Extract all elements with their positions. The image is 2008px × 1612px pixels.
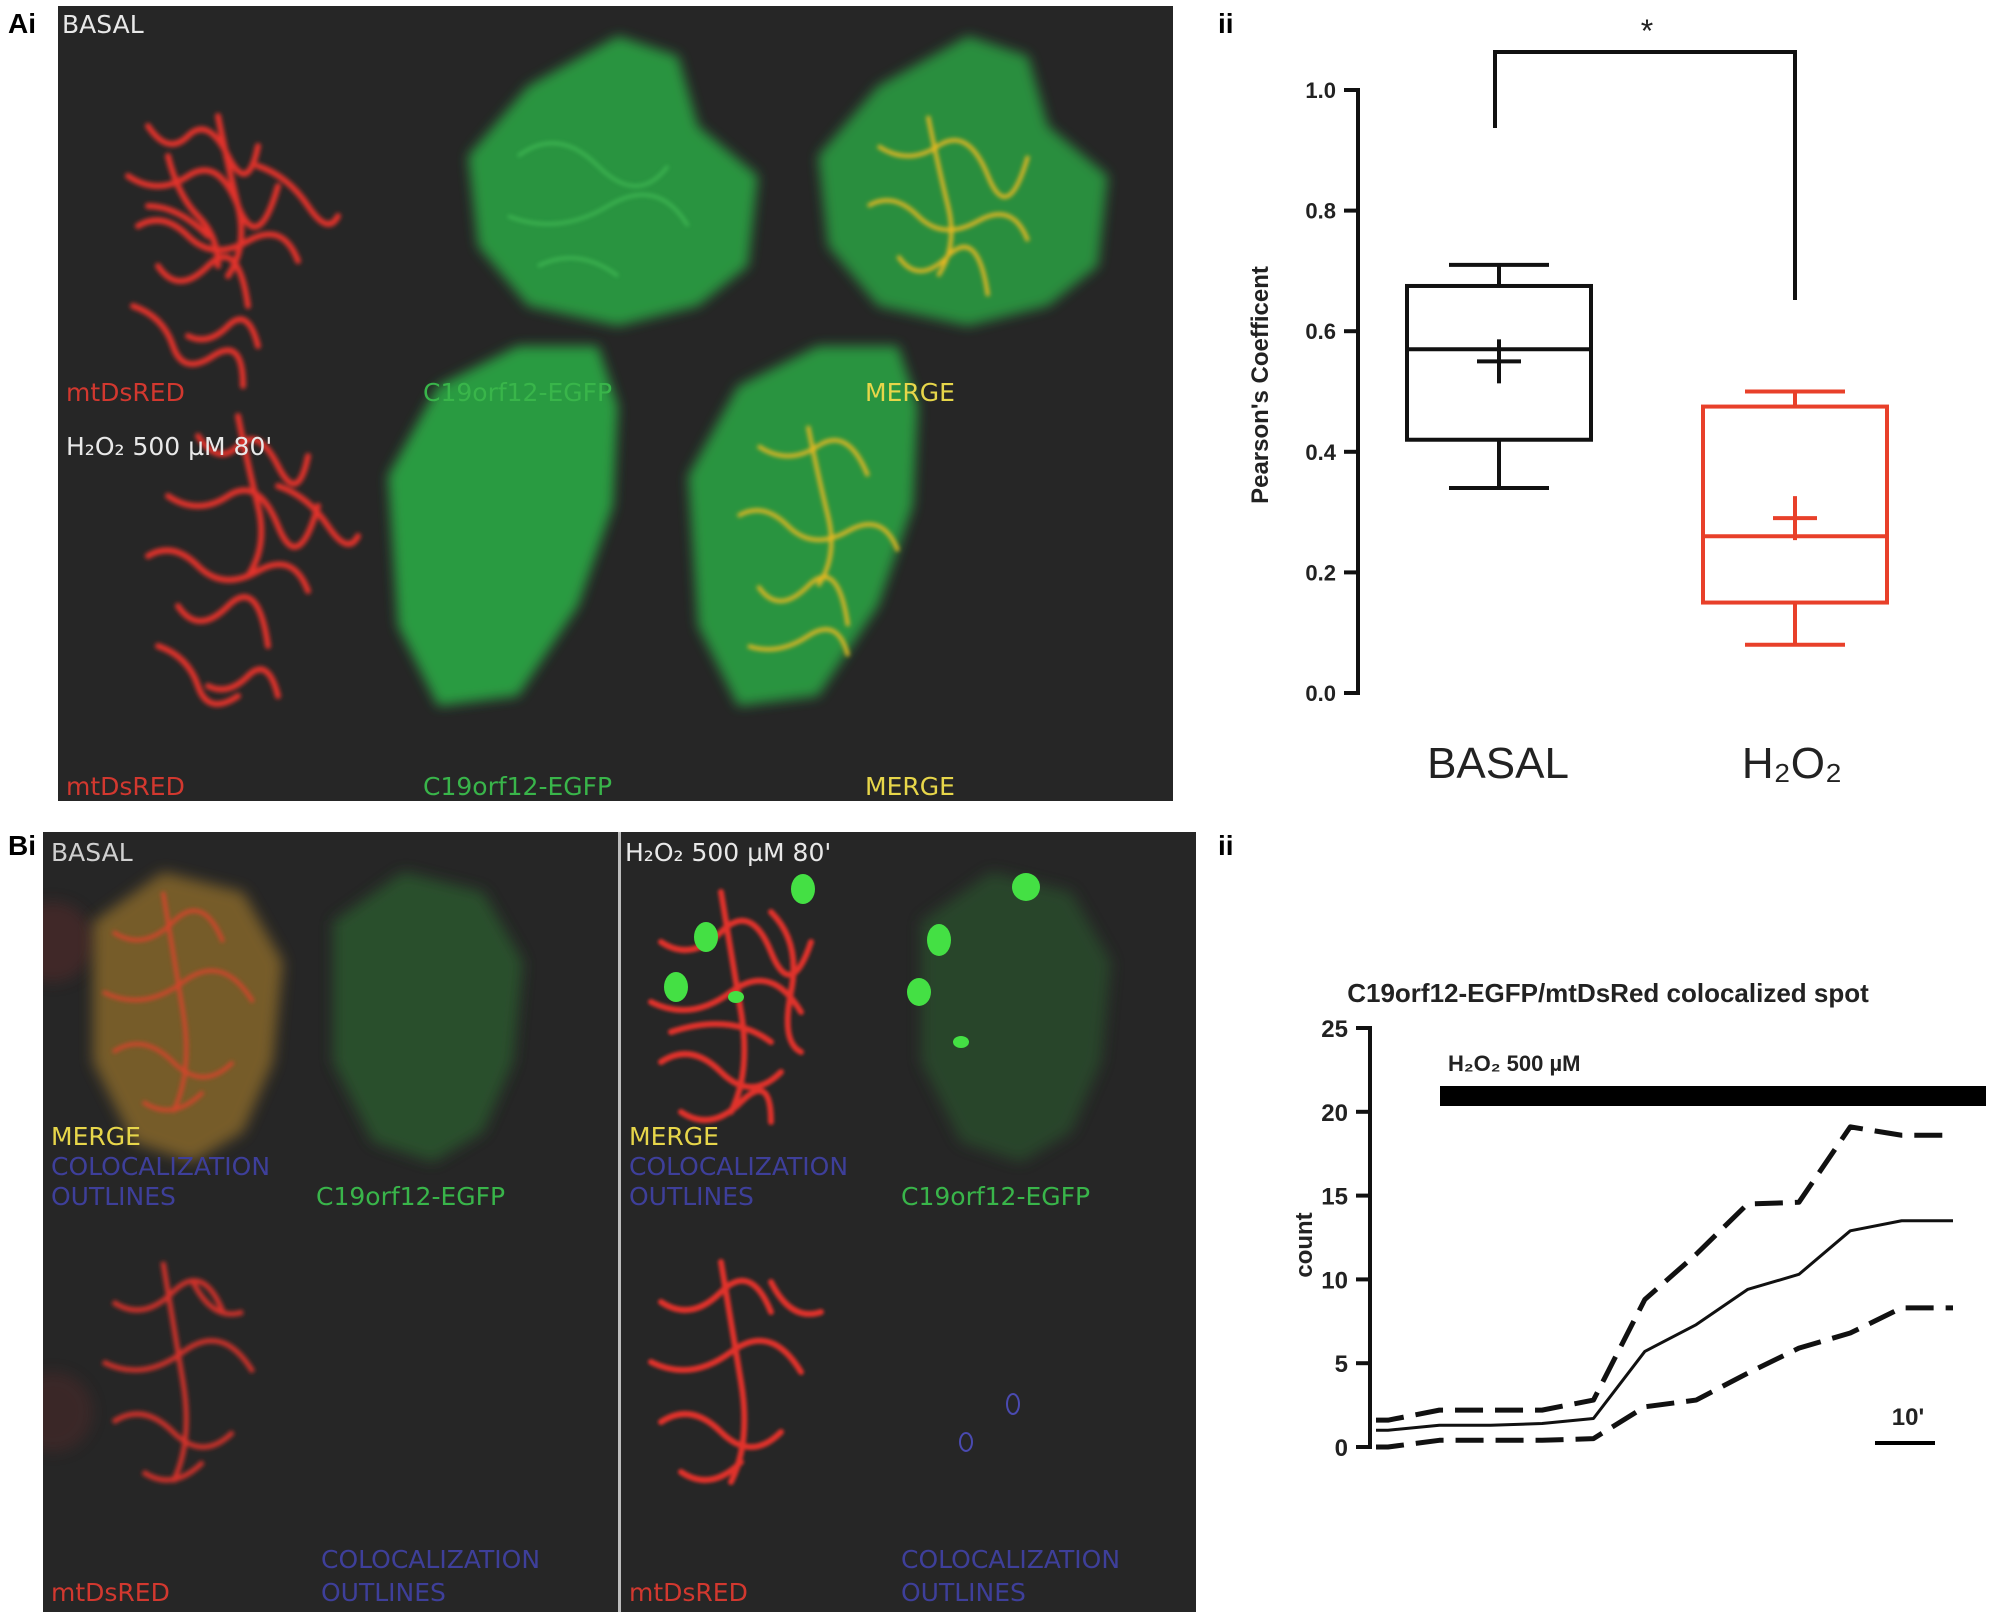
label-egfp-bottom: C19orf12-EGFP — [423, 772, 613, 801]
box-h2o2 — [1701, 389, 1889, 647]
y-tick-label: 0.2 — [1305, 560, 1336, 585]
micrograph-ai-image — [125, 36, 1108, 707]
y-tick-label: 0.6 — [1305, 319, 1336, 344]
panel-letter-bi: Bi — [8, 830, 36, 861]
condition-basal-label: BASAL — [62, 10, 144, 39]
bi-mtdsred-label: mtDsRED — [51, 1578, 170, 1607]
panel-letter-aii: ii — [1218, 8, 1234, 39]
category-label-basal: BASAL — [1427, 739, 1569, 788]
bi-right-mtdsred-label: mtDsRED — [629, 1578, 748, 1607]
bi-right-coloc-label-1: COLOCALIZATION — [629, 1152, 849, 1181]
bi-right-merge-label: MERGE — [629, 1122, 719, 1151]
bi-coloc-label-1: COLOCALIZATION — [51, 1152, 271, 1181]
treatment-label: H₂O₂ 500 µM — [1448, 1051, 1580, 1076]
bi-coloc-bottom-1: COLOCALIZATION — [321, 1545, 541, 1574]
bi-condition-basal: BASAL — [51, 838, 133, 867]
bi-coloc-bottom-2: OUTLINES — [321, 1578, 446, 1607]
micrograph-panel-bi-basal: BASAL MERGE COLOCALIZATION OUTLINES C19o… — [43, 832, 618, 1612]
series-line-dashed-2 — [1376, 1305, 1953, 1450]
significance-bracket — [1493, 50, 1797, 300]
mito-red-top — [125, 113, 341, 389]
box-iqr — [1405, 283, 1593, 442]
y-tick-label: 5 — [1335, 1351, 1348, 1378]
condition-h2o2-label: H₂O₂ 500 µM 80' — [66, 432, 273, 461]
panel-letter-ai: Ai — [8, 8, 36, 39]
series-line-dashed-0 — [1376, 1124, 1953, 1423]
panel-letter-bii: ii — [1218, 830, 1234, 861]
bi-right-coloc-label-2: OUTLINES — [629, 1182, 754, 1211]
bi-egfp-label: C19orf12-EGFP — [316, 1182, 506, 1211]
y-tick-label: 20 — [1321, 1100, 1348, 1127]
box-iqr — [1701, 404, 1889, 605]
scale-bar-label: 10' — [1892, 1404, 1924, 1431]
micrograph-panel-bi-h2o2: H₂O₂ 500 µM 80' MERGE COLOCALIZATION OUT… — [621, 832, 1196, 1612]
y-tick-label: 0.0 — [1305, 681, 1336, 706]
y-tick-label: 25 — [1321, 1016, 1348, 1043]
y-tick-label: 0.4 — [1305, 440, 1336, 465]
y-tick-label: 15 — [1321, 1184, 1348, 1211]
label-mtdsred-bottom: mtDsRED — [66, 772, 185, 801]
bi-right-coloc-bottom-2: OUTLINES — [901, 1578, 1026, 1607]
label-merge-bottom: MERGE — [865, 772, 955, 801]
box-plot-axes: 0.0 0.2 0.4 0.6 0.8 1.0 — [1305, 78, 1360, 706]
y-tick-label: 1.0 — [1305, 78, 1336, 103]
y-tick-label: 0 — [1335, 1435, 1348, 1462]
category-label-h2o2: H₂O₂ — [1742, 739, 1842, 788]
bi-right-egfp-label: C19orf12-EGFP — [901, 1182, 1091, 1211]
line-chart-axes: 0 5 10 15 20 25 — [1321, 1016, 1372, 1462]
bi-merge-label: MERGE — [51, 1122, 141, 1151]
label-mtdsred-top: mtDsRED — [66, 378, 185, 407]
y-tick-label: 0.8 — [1305, 199, 1336, 224]
treatment-bar — [1440, 1086, 1986, 1106]
panel-divider — [618, 832, 621, 1612]
box-plot-ylabel: Pearson's Coefficent — [1247, 266, 1274, 504]
micrograph-panel-ai: BASAL H₂O₂ 500 µM 80' mtDsRED C19orf12-E… — [58, 6, 1173, 801]
line-chart: C19orf12-EGFP/mtDsRed colocalized spot 0… — [1291, 978, 1986, 1462]
line-chart-title: C19orf12-EGFP/mtDsRed colocalized spot — [1347, 978, 1869, 1008]
line-chart-series — [1376, 1124, 1953, 1450]
significance-asterisk: * — [1641, 13, 1653, 49]
line-chart-ylabel: count — [1291, 1212, 1318, 1277]
y-tick-label: 10 — [1321, 1267, 1348, 1294]
bi-right-coloc-bottom-1: COLOCALIZATION — [901, 1545, 1121, 1574]
label-merge-top: MERGE — [865, 378, 955, 407]
bi-condition-h2o2: H₂O₂ 500 µM 80' — [625, 838, 832, 867]
bi-coloc-label-2: OUTLINES — [51, 1182, 176, 1211]
box-basal — [1405, 262, 1593, 490]
box-plot: 0.00.20.40.60.81.0 Pearson's Coefficent … — [1247, 13, 1889, 788]
label-egfp-top: C19orf12-EGFP — [423, 378, 613, 407]
box-plot-boxes — [1405, 50, 1889, 647]
series-line-solid-1 — [1376, 1219, 1953, 1432]
